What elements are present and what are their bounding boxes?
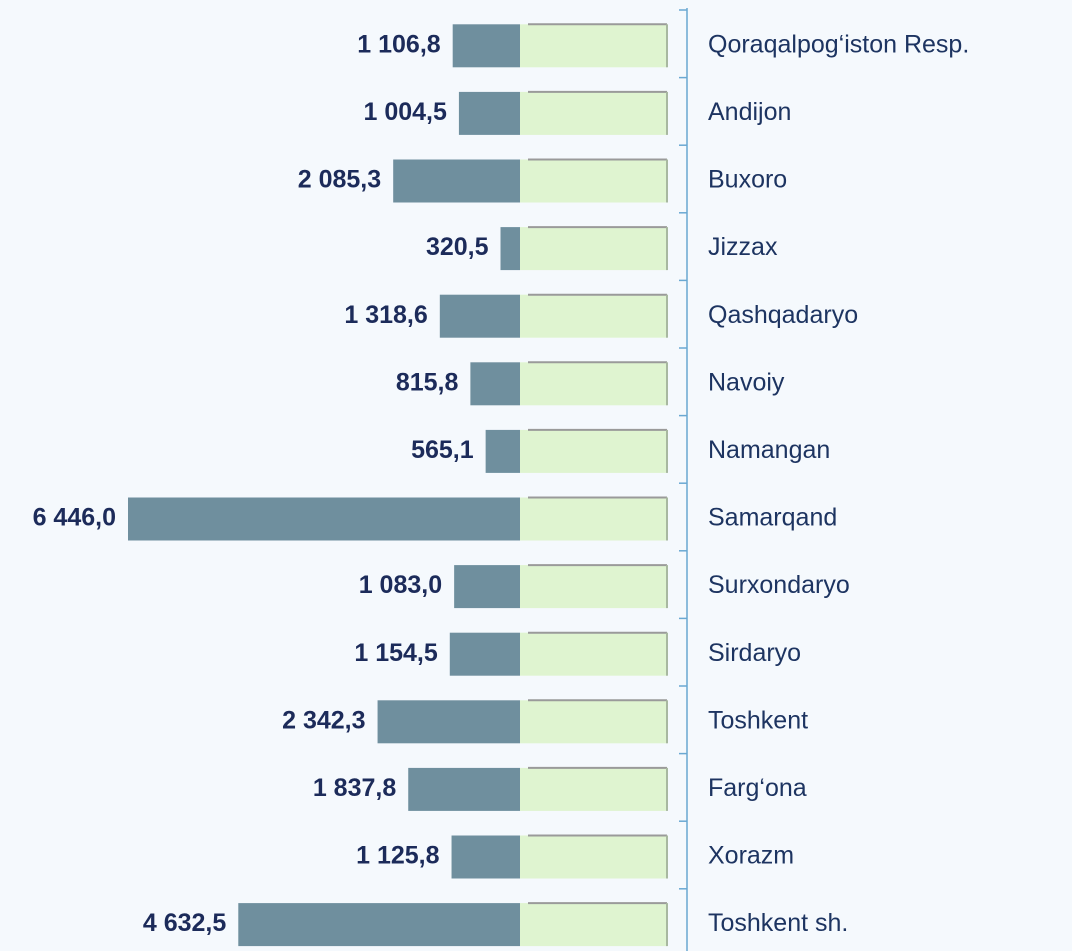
bar — [452, 24, 520, 68]
value-label: 565,1 — [411, 436, 474, 464]
bar — [470, 362, 520, 406]
background-band — [520, 362, 667, 406]
value-label: 2 342,3 — [282, 706, 365, 734]
category-label: Navoiy — [708, 368, 785, 396]
value-label: 1 125,8 — [356, 842, 440, 870]
background-band — [520, 91, 667, 135]
background-band — [520, 24, 667, 68]
bar — [500, 227, 520, 271]
background-band — [520, 429, 667, 473]
value-label: 815,8 — [396, 368, 459, 396]
category-label: Farg‘ona — [708, 774, 807, 802]
category-label: Jizzax — [708, 233, 778, 261]
category-label: Toshkent sh. — [708, 909, 848, 937]
value-label: 1 318,6 — [344, 301, 427, 329]
category-label: Samarqand — [708, 504, 837, 532]
value-label: 1 106,8 — [357, 30, 441, 58]
category-label: Toshkent — [708, 706, 808, 734]
value-label: 1 083,0 — [359, 571, 442, 599]
bar — [128, 497, 520, 541]
bar — [439, 294, 520, 338]
background-band — [520, 565, 667, 609]
background-band — [520, 700, 667, 744]
category-label: Buxoro — [708, 166, 787, 194]
value-label: 1 837,8 — [313, 774, 397, 802]
bar — [485, 429, 520, 473]
background-band — [520, 835, 667, 879]
value-label: 320,5 — [426, 233, 489, 261]
background-band — [520, 767, 667, 811]
background-band — [520, 294, 667, 338]
category-label: Xorazm — [708, 842, 794, 870]
bar — [449, 632, 520, 676]
bar — [393, 159, 520, 203]
value-label: 2 085,3 — [298, 166, 381, 194]
value-label: 1 004,5 — [363, 98, 447, 126]
background-band — [520, 227, 667, 271]
category-label: Qoraqalpog‘iston Resp. — [708, 30, 969, 58]
background-band — [520, 159, 667, 203]
category-label: Andijon — [708, 98, 791, 126]
value-label: 4 632,5 — [143, 909, 227, 937]
bar — [408, 767, 520, 811]
category-label: Qashqadaryo — [708, 301, 858, 329]
bar — [238, 903, 520, 947]
category-label: Sirdaryo — [708, 639, 801, 667]
bar — [377, 700, 520, 744]
bar — [458, 91, 520, 135]
background-band — [520, 497, 667, 541]
background-band — [520, 632, 667, 676]
bar — [454, 565, 520, 609]
value-label: 6 446,0 — [33, 504, 116, 532]
bar — [451, 835, 520, 879]
background-band — [520, 903, 667, 947]
value-label: 1 154,5 — [354, 639, 438, 667]
category-label: Namangan — [708, 436, 830, 464]
category-label: Surxondaryo — [708, 571, 850, 599]
